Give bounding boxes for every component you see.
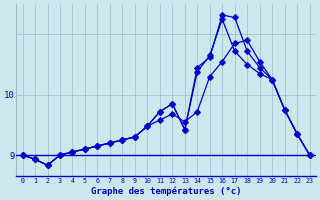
X-axis label: Graphe des températures (°c): Graphe des températures (°c) [91, 186, 241, 196]
